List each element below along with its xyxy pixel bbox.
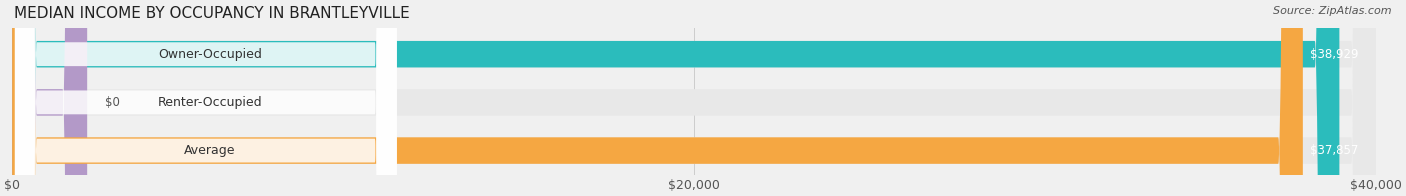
FancyBboxPatch shape [13, 0, 1376, 196]
Text: $37,857: $37,857 [1310, 144, 1358, 157]
FancyBboxPatch shape [13, 0, 1376, 196]
Text: MEDIAN INCOME BY OCCUPANCY IN BRANTLEYVILLE: MEDIAN INCOME BY OCCUPANCY IN BRANTLEYVI… [14, 6, 409, 21]
Text: Owner-Occupied: Owner-Occupied [157, 48, 262, 61]
FancyBboxPatch shape [15, 0, 396, 196]
Text: Renter-Occupied: Renter-Occupied [157, 96, 263, 109]
Text: Source: ZipAtlas.com: Source: ZipAtlas.com [1274, 6, 1392, 16]
Text: $0: $0 [105, 96, 120, 109]
FancyBboxPatch shape [15, 0, 396, 196]
FancyBboxPatch shape [15, 0, 396, 196]
FancyBboxPatch shape [13, 0, 1376, 196]
Text: $38,929: $38,929 [1309, 48, 1358, 61]
Text: Average: Average [184, 144, 236, 157]
FancyBboxPatch shape [13, 0, 1303, 196]
FancyBboxPatch shape [13, 0, 1340, 196]
FancyBboxPatch shape [13, 0, 87, 196]
